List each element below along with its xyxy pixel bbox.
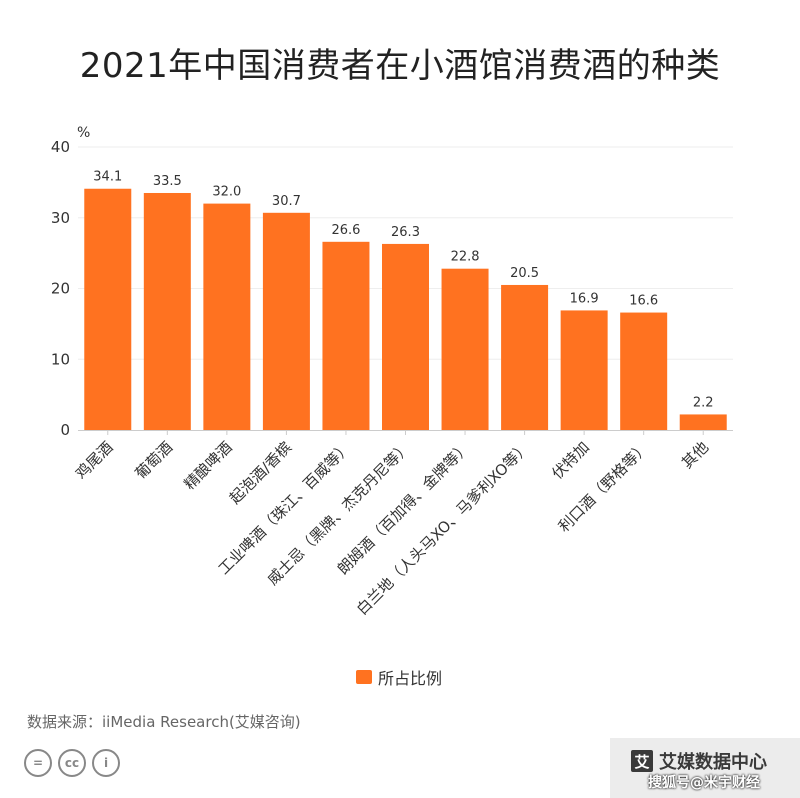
legend-swatch [356, 670, 372, 684]
x-tick-label: 伏特加 [548, 438, 593, 483]
bar-value-label: 22.8 [451, 250, 480, 265]
brand-name: 艾媒数据中心 [659, 752, 767, 773]
bar [441, 268, 489, 430]
bar-value-label: 16.6 [629, 294, 658, 309]
bar-value-label: 26.3 [391, 225, 420, 240]
bar [560, 310, 608, 430]
bar [262, 212, 310, 430]
chart-title: 2021年中国消费者在小酒馆消费酒的种类 [79, 46, 721, 86]
x-tick-label: 鸡尾酒 [72, 438, 117, 483]
watermark: 搜狐号@米宇财经 [648, 775, 760, 791]
y-tick-label: 40 [51, 138, 70, 156]
bar [322, 241, 370, 430]
bar [620, 312, 668, 430]
attribution-icon: i [92, 749, 120, 777]
y-tick-label: 20 [51, 280, 70, 298]
bar [382, 243, 429, 430]
y-tick-label: 30 [51, 209, 70, 227]
bar-value-label: 33.5 [153, 174, 182, 189]
x-tick-label: 其他 [678, 438, 712, 472]
bar-value-label: 26.6 [331, 223, 360, 238]
bar-value-label: 32.0 [212, 185, 241, 200]
bar [679, 414, 727, 430]
y-tick-label: 0 [60, 421, 70, 439]
bar [143, 192, 191, 430]
brand: 艾 艾媒数据中心 [631, 748, 767, 774]
y-tick-label: 10 [51, 350, 70, 368]
bar [84, 188, 132, 430]
data-source: 数据来源：iiMedia Research(艾媒咨询) [27, 713, 301, 731]
y-axis-unit: % [77, 125, 90, 141]
creative-commons-icon: cc [58, 749, 86, 777]
bar-value-label: 16.9 [570, 291, 599, 306]
bar [501, 284, 549, 430]
bar-value-label: 34.1 [93, 170, 122, 185]
x-tick-label: 葡萄酒 [132, 438, 177, 483]
no-derivatives-icon: = [24, 749, 52, 777]
license-icons: = cc i [24, 749, 120, 777]
bar [203, 203, 251, 430]
brand-logo-icon: 艾 [631, 750, 653, 772]
bar-value-label: 20.5 [510, 266, 539, 281]
bar-value-label: 2.2 [693, 395, 714, 410]
legend[interactable]: 所占比例 [356, 665, 442, 689]
bar-value-label: 30.7 [272, 194, 301, 209]
x-tick-label: 精酿啤酒 [181, 438, 236, 493]
bar-chart: 010203040%34.1鸡尾酒33.5葡萄酒32.0精酿啤酒30.7起泡酒/… [51, 125, 733, 619]
legend-label: 所占比例 [378, 669, 443, 688]
